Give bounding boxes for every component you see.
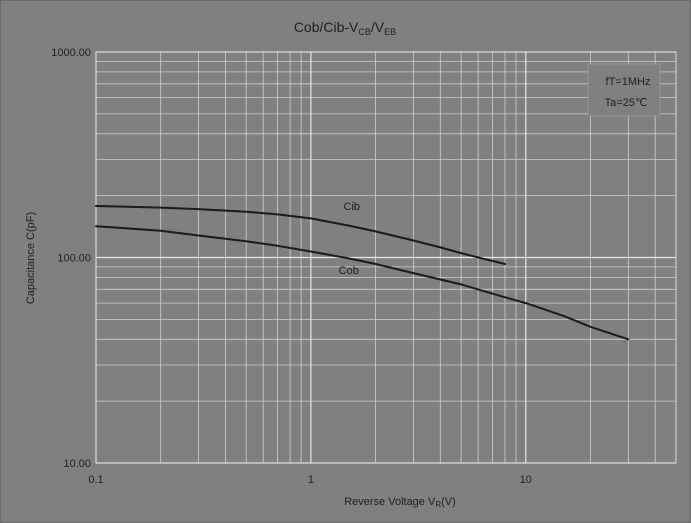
condition-temperature: Ta=25℃	[605, 97, 648, 109]
conditions-box: fT=1MHz Ta=25℃	[587, 63, 661, 117]
y-tick-label: 10.00	[63, 458, 91, 470]
y-tick-label: 1000.00	[51, 47, 91, 59]
series-line-cib	[95, 205, 506, 265]
series-label-cob: Cob	[339, 265, 359, 277]
tick-labels: 0.1 1 10 10.00 100.00 1000.00	[51, 47, 532, 486]
x-tick-label: 0.1	[88, 474, 103, 486]
x-axis-label: Reverse Voltage VR(V)	[344, 496, 456, 509]
y-axis-label: Capacitance C(pF)	[25, 212, 37, 304]
series-labels: Cib Cob	[339, 201, 360, 277]
series-line-cob	[95, 225, 630, 341]
x-tick-label: 10	[520, 474, 532, 486]
x-tick-label: 1	[308, 474, 314, 486]
condition-frequency: fT=1MHz	[606, 76, 651, 88]
series-lines	[95, 205, 630, 341]
series-label-cib: Cib	[344, 201, 361, 213]
y-tick-label: 100.00	[57, 253, 91, 265]
chart-title: Cob/Cib-VCB/VEB	[294, 19, 396, 37]
plot-area	[95, 51, 677, 464]
